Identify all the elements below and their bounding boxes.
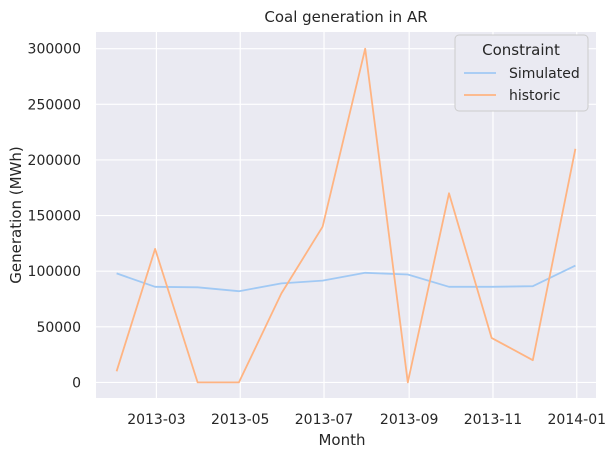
y-tick-label: 100000 [28, 264, 81, 280]
y-axis-label: Generation (MWh) [7, 146, 25, 283]
grid-lines [96, 32, 596, 398]
x-tick-label: 2014-01 [548, 412, 607, 428]
chart-title: Coal generation in AR [264, 8, 427, 26]
y-tick-labels: 0 50000 100000 150000 200000 250000 300000 [28, 42, 81, 392]
y-tick-label: 300000 [28, 42, 81, 58]
x-tick-label: 2013-09 [380, 412, 439, 428]
y-tick-label: 150000 [28, 209, 81, 225]
legend-label-historic: historic [509, 88, 560, 104]
legend: Constraint Simulated historic [454, 34, 589, 112]
series-line-simulated [116, 264, 576, 293]
y-tick-label: 0 [72, 375, 81, 391]
legend-label-simulated: Simulated [509, 66, 580, 82]
x-tick-label: 2013-11 [464, 412, 523, 428]
y-tick-label: 200000 [28, 153, 81, 169]
legend-box [454, 34, 589, 112]
x-tick-label: 2013-05 [211, 412, 270, 428]
x-tick-label: 2013-03 [127, 412, 186, 428]
x-tick-labels: 2013-03 2013-05 2013-07 2013-09 2013-11 2014-… [127, 412, 606, 428]
x-tick-label: 2013-07 [295, 412, 354, 428]
y-tick-label: 50000 [36, 320, 81, 336]
x-axis-label: Month [318, 431, 365, 449]
series-line-historic [115, 47, 577, 384]
y-tick-label: 250000 [28, 97, 81, 113]
series-lines [115, 47, 577, 384]
legend-items: Simulated historic [464, 66, 580, 104]
legend-title: Constraint [482, 41, 560, 59]
